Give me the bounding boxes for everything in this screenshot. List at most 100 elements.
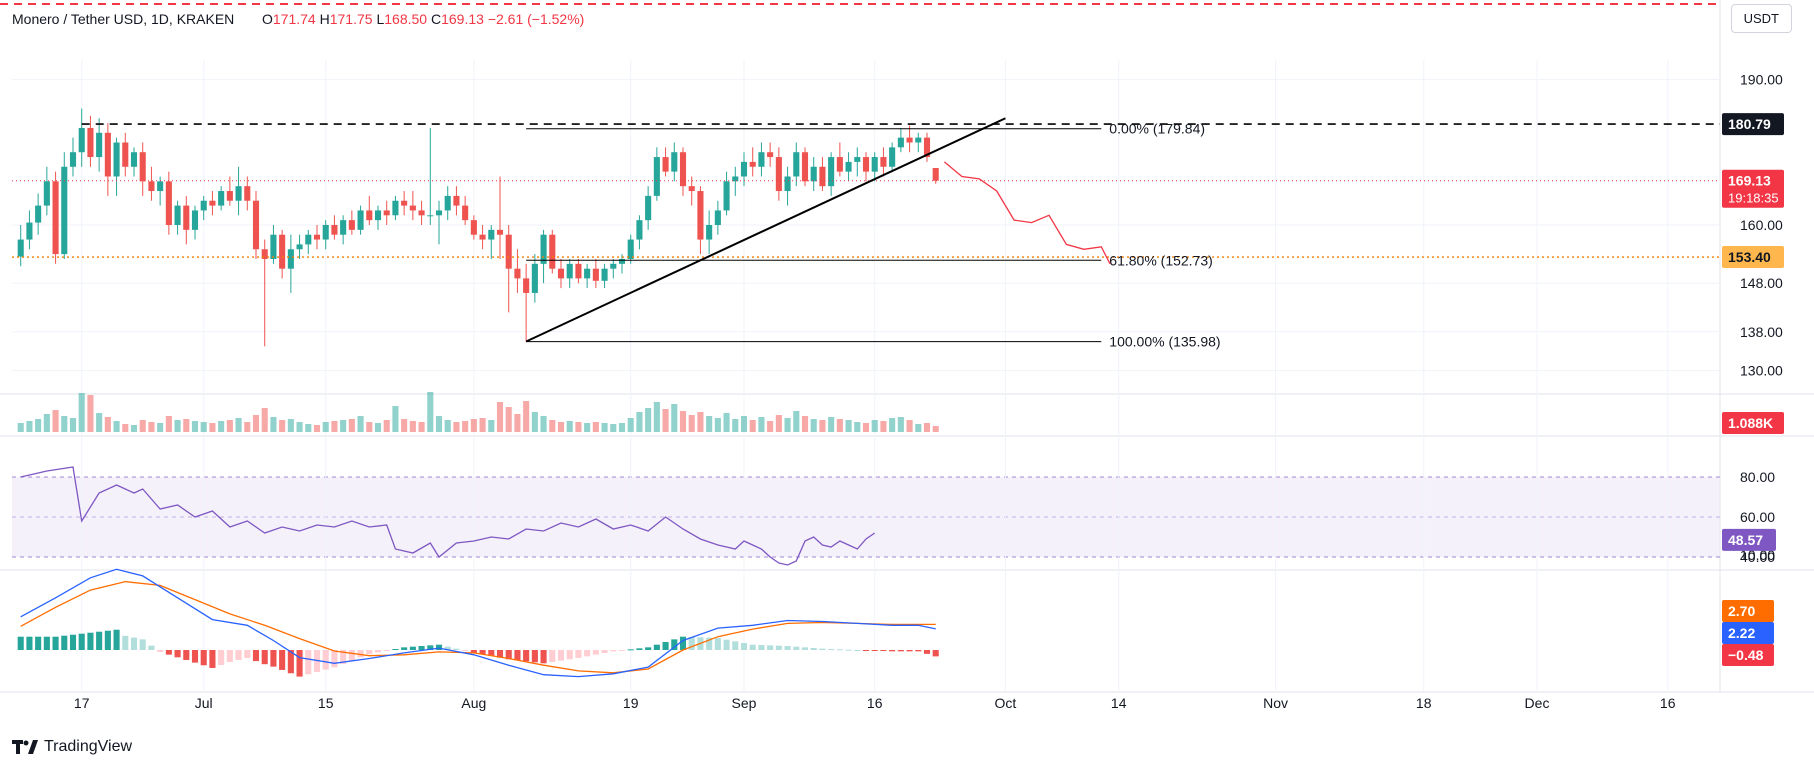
- candle-body[interactable]: [854, 157, 861, 162]
- candle-body[interactable]: [810, 166, 817, 182]
- candle-body[interactable]: [296, 244, 303, 250]
- candle-body[interactable]: [348, 220, 355, 230]
- candle-body[interactable]: [287, 249, 294, 269]
- candle-body[interactable]: [793, 152, 800, 177]
- candle-body[interactable]: [915, 137, 922, 143]
- candle-body[interactable]: [270, 234, 277, 259]
- candle-body[interactable]: [305, 234, 312, 245]
- candle-body[interactable]: [165, 181, 172, 225]
- candle-body[interactable]: [897, 137, 904, 148]
- candle-body[interactable]: [35, 205, 42, 223]
- candle-body[interactable]: [496, 229, 504, 235]
- brand-logo[interactable]: TradingView: [12, 738, 132, 756]
- candle-body[interactable]: [932, 168, 939, 181]
- candle-body[interactable]: [749, 161, 756, 167]
- candle-body[interactable]: [732, 176, 739, 182]
- candle-body[interactable]: [279, 234, 286, 269]
- candle-body[interactable]: [235, 186, 242, 201]
- candle-body[interactable]: [122, 142, 129, 167]
- candle-body[interactable]: [758, 152, 765, 167]
- candle-body[interactable]: [627, 239, 634, 259]
- candle-body[interactable]: [174, 205, 181, 225]
- candle-body[interactable]: [200, 200, 207, 211]
- candle-body[interactable]: [592, 268, 599, 281]
- candle-body[interactable]: [52, 181, 59, 255]
- candle-body[interactable]: [479, 234, 486, 240]
- candle-body[interactable]: [784, 176, 791, 192]
- candle-body[interactable]: [514, 268, 521, 279]
- candle-body[interactable]: [435, 210, 443, 216]
- candle-body[interactable]: [575, 263, 582, 279]
- candle-body[interactable]: [313, 234, 321, 240]
- candle-body[interactable]: [906, 137, 913, 143]
- candle-body[interactable]: [383, 210, 390, 216]
- candle-body[interactable]: [618, 258, 626, 264]
- candle-body[interactable]: [653, 157, 660, 196]
- candle-body[interactable]: [462, 205, 469, 221]
- candle-body[interactable]: [427, 215, 434, 217]
- candle-body[interactable]: [531, 263, 538, 293]
- candle-body[interactable]: [104, 132, 111, 177]
- candle-body[interactable]: [889, 147, 896, 167]
- candle-body[interactable]: [331, 225, 338, 235]
- candle-body[interactable]: [828, 157, 835, 187]
- candle-body[interactable]: [688, 186, 695, 192]
- candle-body[interactable]: [767, 152, 774, 158]
- candle-body[interactable]: [130, 152, 138, 167]
- candle-body[interactable]: [601, 268, 608, 281]
- candle-body[interactable]: [139, 152, 146, 182]
- candle-body[interactable]: [505, 234, 512, 269]
- candle-body[interactable]: [148, 181, 155, 192]
- candle-body[interactable]: [87, 127, 94, 158]
- candle-body[interactable]: [374, 210, 382, 221]
- candle-body[interactable]: [61, 166, 68, 255]
- candle-body[interactable]: [43, 181, 50, 206]
- candle-body[interactable]: [340, 220, 347, 235]
- candle-body[interactable]: [392, 200, 399, 216]
- candle-body[interactable]: [244, 186, 251, 201]
- candle-body[interactable]: [322, 225, 329, 240]
- projected-path[interactable]: [943, 161, 1111, 265]
- candle-body[interactable]: [697, 191, 704, 240]
- candle-body[interactable]: [96, 132, 103, 158]
- candle-body[interactable]: [610, 263, 617, 269]
- candle-body[interactable]: [488, 229, 495, 240]
- candle-body[interactable]: [453, 195, 460, 206]
- candle-body[interactable]: [444, 195, 451, 211]
- candle-body[interactable]: [17, 239, 24, 257]
- currency-unit-button[interactable]: USDT: [1730, 4, 1792, 33]
- candle-body[interactable]: [819, 166, 826, 187]
- candle-body[interactable]: [409, 205, 416, 211]
- candle-body[interactable]: [706, 225, 713, 240]
- candle-body[interactable]: [523, 278, 530, 293]
- candle-body[interactable]: [252, 200, 260, 250]
- candle-body[interactable]: [871, 157, 878, 172]
- candle-body[interactable]: [584, 268, 591, 279]
- candle-body[interactable]: [671, 152, 678, 172]
- candle-body[interactable]: [418, 210, 425, 216]
- candle-body[interactable]: [261, 249, 268, 259]
- candle-body[interactable]: [880, 157, 887, 167]
- candle-body[interactable]: [470, 220, 477, 235]
- candle-body[interactable]: [845, 161, 852, 172]
- candle-body[interactable]: [183, 205, 190, 230]
- candle-body[interactable]: [401, 200, 408, 206]
- candle-body[interactable]: [775, 157, 782, 192]
- candle-body[interactable]: [357, 210, 364, 230]
- candle-body[interactable]: [801, 152, 809, 182]
- candle-body[interactable]: [78, 127, 85, 153]
- candle-body[interactable]: [218, 191, 225, 206]
- candle-body[interactable]: [26, 222, 33, 240]
- candle-body[interactable]: [636, 220, 643, 240]
- candle-body[interactable]: [740, 161, 748, 177]
- candle-body[interactable]: [557, 268, 565, 279]
- candle-body[interactable]: [679, 152, 687, 187]
- candle-body[interactable]: [723, 181, 730, 211]
- candle-body[interactable]: [366, 210, 373, 221]
- candle-body[interactable]: [209, 200, 216, 206]
- candle-body[interactable]: [540, 234, 547, 264]
- candle-body[interactable]: [862, 157, 870, 172]
- candle-body[interactable]: [226, 191, 233, 201]
- candle-body[interactable]: [566, 263, 573, 279]
